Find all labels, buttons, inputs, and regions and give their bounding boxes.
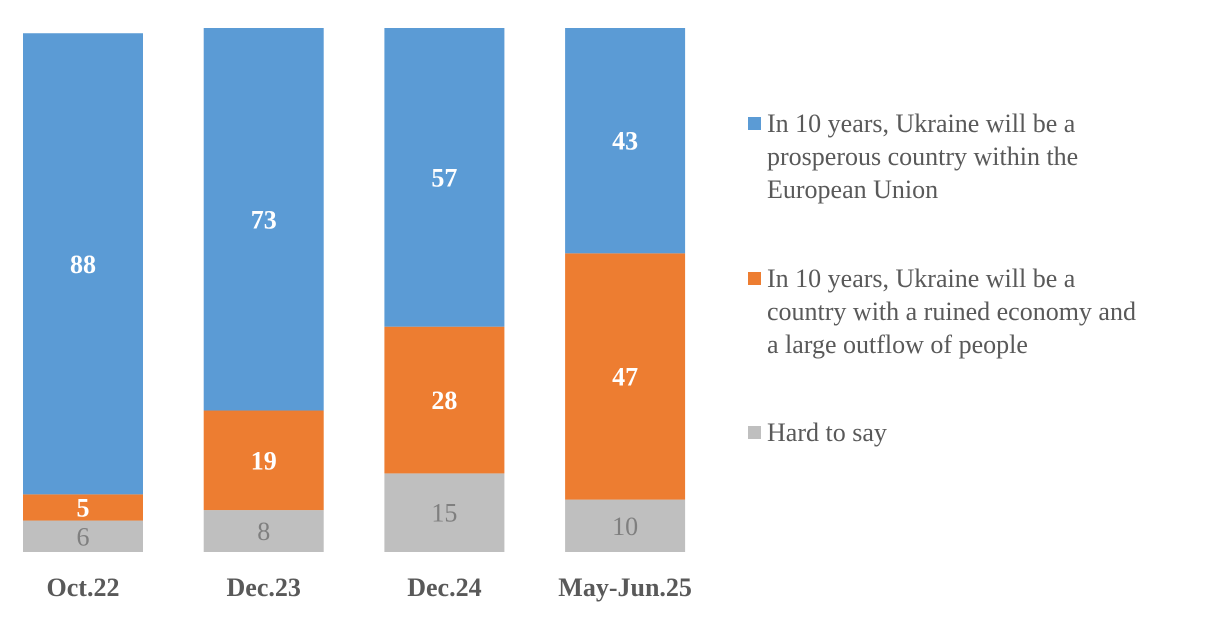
bar-segment [565,499,686,552]
bar-segment [203,410,324,511]
stacked-bar-chart: 65 88 Oct.22 8 19 73 Dec.23 15 28 57 Dec.24 10 47 43 M… [23,28,692,602]
bar-segment [23,33,143,495]
bar-segment [203,510,324,552]
bar-segment [23,494,143,521]
bar-segment [565,28,686,254]
bar-segment [565,253,686,500]
data-label: 88 [70,250,96,279]
data-label: 47 [612,362,638,391]
bar-segment [384,326,505,474]
bar-segment [384,473,505,552]
bar-segment [23,520,143,552]
data-label: 73 [251,205,277,234]
legend-swatch-gray [748,426,761,439]
data-label: 57 [431,163,457,192]
x-tick-label: Dec.24 [407,573,481,602]
data-label: 43 [612,127,638,156]
bar-segment [203,28,324,411]
legend-label: In 10 years, Ukraine will be a prosperou… [767,109,1079,204]
data-label: 10 [612,512,638,541]
data-label: 6 [77,522,90,551]
data-label: 8 [257,517,270,546]
x-tick-label: May-Jun.25 [558,573,692,602]
data-label: 15 [431,499,457,528]
legend-label: In 10 years, Ukraine will be a country w… [767,264,1136,359]
bar-segment [384,28,505,327]
data-label: 28 [431,386,457,415]
legend-swatch-blue [748,117,761,130]
x-tick-label: Dec.23 [227,573,301,602]
data-label: 19 [251,446,277,475]
data-label: 5 [77,493,90,522]
legend-label: Hard to say [767,418,887,447]
x-tick-label: Oct.22 [47,573,120,602]
legend-swatch-orange [748,272,761,285]
